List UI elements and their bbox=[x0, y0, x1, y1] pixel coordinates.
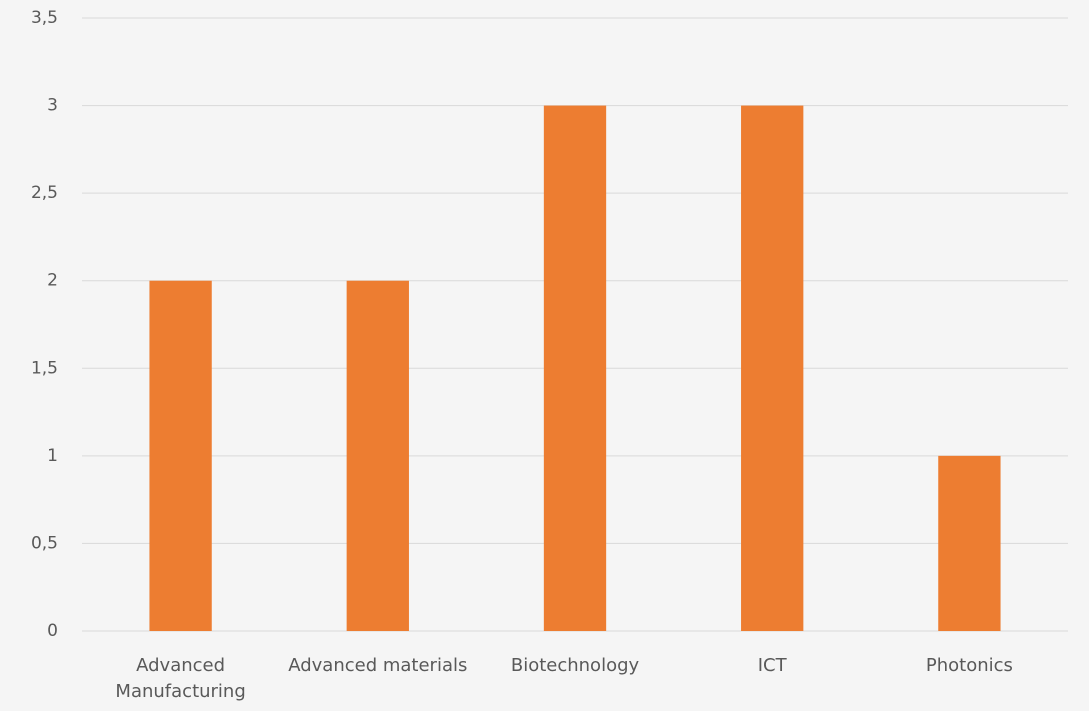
bar bbox=[741, 105, 804, 632]
y-tick-label: 3,5 bbox=[31, 8, 58, 28]
x-tick-label: Photonics bbox=[925, 655, 1013, 676]
x-tick-label: Advanced Manufacturing bbox=[115, 655, 246, 702]
bar bbox=[938, 455, 1001, 631]
y-tick-label: 2 bbox=[47, 271, 58, 291]
x-tick-label: Advanced materials bbox=[288, 655, 468, 676]
x-tick-label: Biotechnology bbox=[510, 655, 640, 676]
y-tick-label: 2,5 bbox=[31, 183, 58, 203]
y-tick-label: 1,5 bbox=[31, 358, 58, 378]
y-tick-label: 3 bbox=[47, 96, 58, 116]
y-tick-label: 0,5 bbox=[31, 533, 58, 553]
bar bbox=[543, 105, 607, 632]
bar bbox=[346, 280, 409, 631]
y-tick-label: 1 bbox=[47, 446, 58, 466]
y-tick-label: 0 bbox=[47, 621, 58, 641]
bar bbox=[149, 280, 212, 631]
x-tick-label: ICT bbox=[757, 655, 787, 676]
